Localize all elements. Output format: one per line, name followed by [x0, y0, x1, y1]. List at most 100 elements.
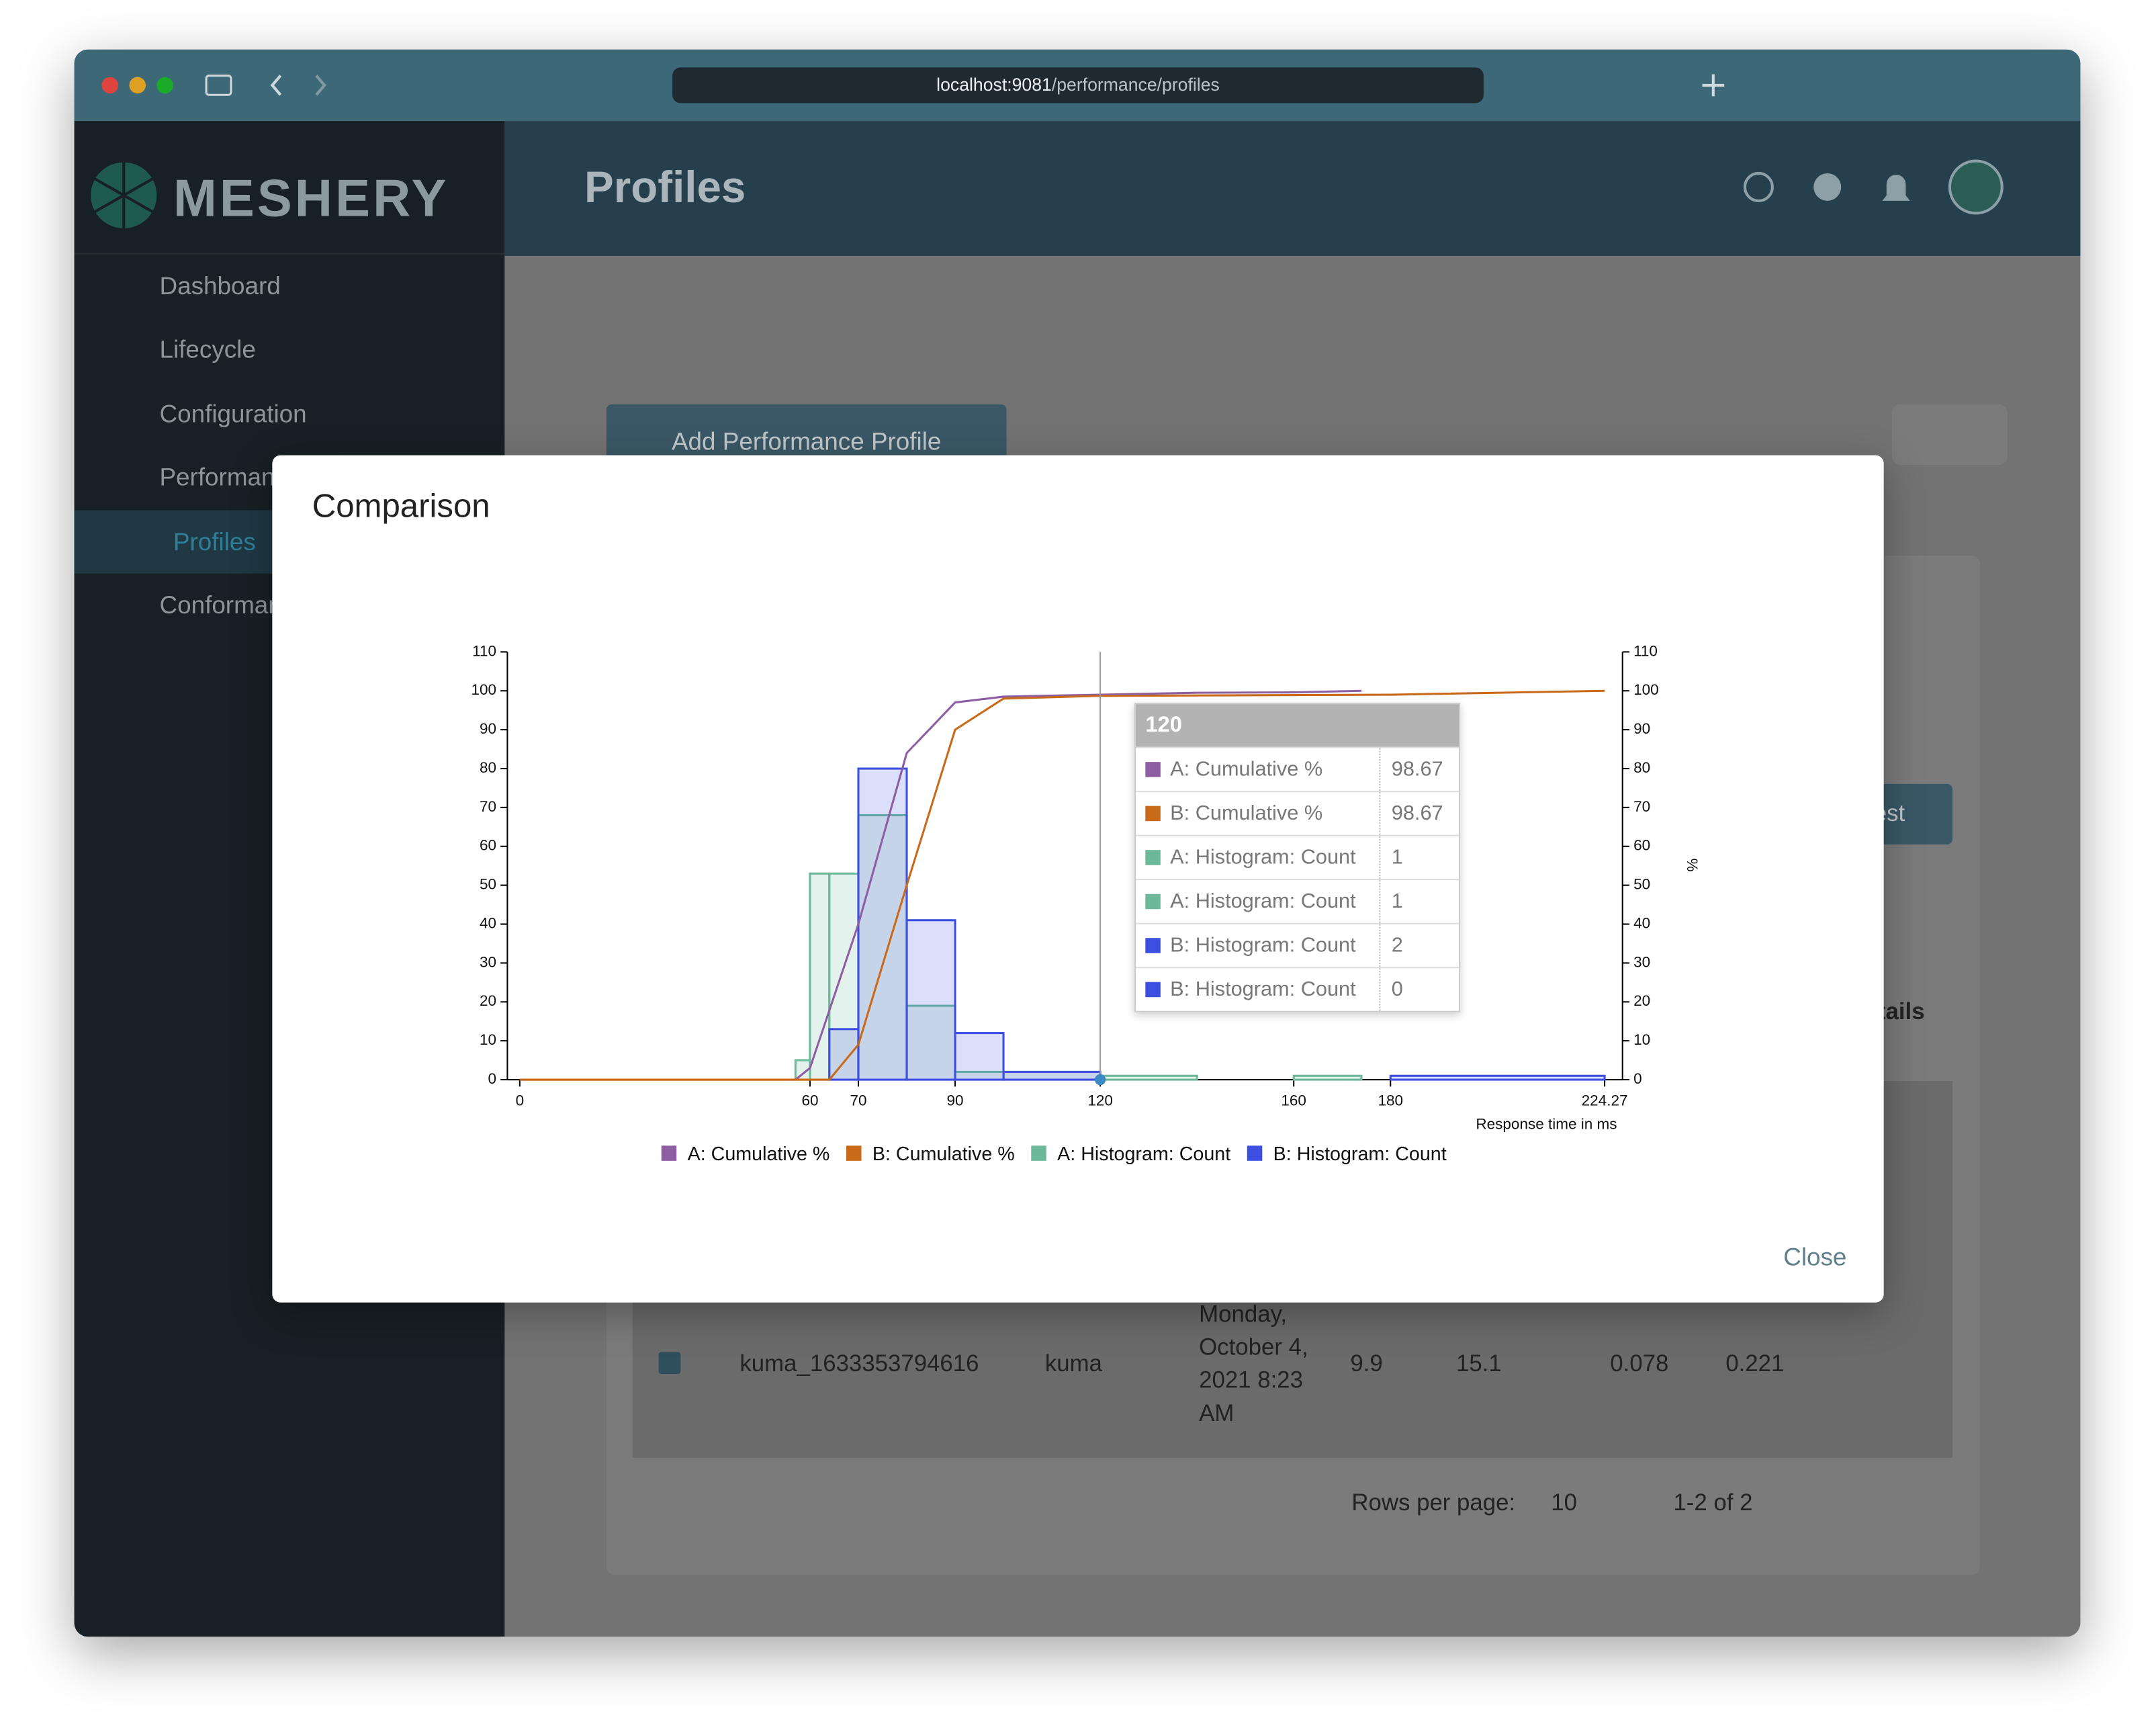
legend-swatch [661, 1145, 677, 1161]
close-dot[interactable] [101, 77, 119, 94]
cell: kuma [1044, 1350, 1102, 1377]
cell: 9.9 [1350, 1350, 1383, 1377]
comparison-dialog: Comparison 0 10 20 30 40 50 60 70 80 90 100 110 0 10 2… [272, 455, 1884, 1303]
legend-label: B: Cumulative % [872, 1143, 1015, 1165]
tooltip-value: 2 [1391, 934, 1403, 957]
tooltip-swatch [1145, 894, 1161, 910]
y2-tick-label: 80 [1633, 759, 1650, 776]
nav-item-active[interactable]: Profiles [173, 528, 256, 556]
legend-label: A: Histogram: Count [1057, 1143, 1230, 1165]
histogram-bar [954, 1032, 1005, 1081]
close-button[interactable]: Close [1783, 1243, 1847, 1271]
cell: Monday, October 4, 2021 8:23 AM [1199, 1301, 1308, 1426]
new-tab[interactable] [1702, 74, 1725, 97]
tooltip: 1 2 0 A: Cumulative % 98.67 B: Cumulative % 98… [1134, 703, 1461, 1012]
x-axis-title: Response time in ms [1476, 1116, 1617, 1133]
max-dot[interactable] [156, 77, 173, 94]
forward[interactable] [315, 75, 326, 96]
x-tick-label: 60 [801, 1092, 818, 1109]
header-icons [1743, 159, 2004, 215]
dialog-title: Comparison [312, 488, 490, 526]
min-dot[interactable] [129, 77, 146, 94]
cumulative-line [519, 689, 1605, 1081]
y2-tick-label: 20 [1633, 992, 1650, 1009]
y-tick-label: 100 [471, 681, 496, 698]
y-tick-label: 50 [480, 876, 496, 893]
y-tick-label: 110 [472, 642, 496, 659]
tooltip-label-text: B: Cumulative % [1170, 801, 1323, 826]
x-tick-label: 180 [1378, 1092, 1403, 1109]
window-controls [101, 74, 1725, 97]
tooltip-row: B: Histogram: Count 2 [1135, 922, 1459, 967]
page-range: 1-2 of 2 [1673, 1489, 1753, 1516]
legend-label: A: Cumulative % [688, 1143, 830, 1165]
sidebar-icon[interactable] [205, 75, 232, 96]
app-header: Profiles [504, 121, 2081, 256]
nav-item[interactable]: Lifecycle [159, 335, 256, 363]
tooltip-row: A: Histogram: Count 1 [1135, 834, 1459, 879]
histogram-bar [828, 1028, 860, 1081]
y2-tick-label: 10 [1633, 1031, 1650, 1048]
nav-item[interactable]: Configuration [159, 400, 307, 428]
x-tick-label: 70 [850, 1092, 866, 1109]
histogram-bar [1099, 1074, 1198, 1081]
tooltip-swatch [1145, 850, 1161, 865]
legend-swatch [1247, 1145, 1263, 1161]
legend-swatch [846, 1145, 862, 1161]
cursor-dot [1094, 1074, 1106, 1086]
tooltip-label: A: Histogram: Count [1136, 836, 1381, 879]
view-toggle[interactable] [1891, 404, 2008, 465]
tooltip-value: 1 [1391, 846, 1403, 869]
histogram-bar [1292, 1074, 1363, 1081]
url-bar[interactable]: localhost:9081/performance/profiles [672, 67, 1484, 103]
y-tick-label: 90 [480, 720, 496, 737]
tooltip-row: A: Cumulative % 98.67 [1135, 746, 1459, 791]
y2-tick-label: 0 [1633, 1070, 1642, 1087]
rows-per-page-label: Rows per page: [1351, 1489, 1516, 1516]
x-tick-label: 160 [1281, 1092, 1306, 1109]
cumulative-line [519, 689, 1362, 1081]
x-tick-label: 224.27 [1582, 1092, 1628, 1109]
legend-swatch [1031, 1145, 1046, 1161]
tooltip-swatch [1145, 938, 1161, 953]
tooltip-label-text: A: Histogram: Count [1170, 846, 1356, 869]
histogram-bar [1002, 1070, 1102, 1081]
url-path: /performance/profiles [1051, 74, 1220, 95]
y-tick-label: 20 [480, 992, 496, 1009]
chart: 0102030405060708090100110010203040506070… [471, 642, 1701, 1165]
tooltip-label-text: A: Cumulative % [1170, 758, 1323, 781]
y-tick-label: 70 [480, 798, 496, 815]
tooltip-label: B: Cumulative % [1136, 792, 1381, 835]
tooltip-swatch [1145, 982, 1161, 998]
y2-tick-label: 50 [1633, 876, 1650, 893]
tooltip-row: B: Histogram: Count 0 [1135, 967, 1459, 1011]
brand: MESHERY [173, 170, 449, 228]
tooltip-swatch [1145, 762, 1161, 777]
cell: 0.078 [1610, 1350, 1669, 1377]
tooltip-row: B: Cumulative % 98.67 [1135, 791, 1459, 835]
tooltip-label: B: Histogram: Count [1136, 968, 1381, 1011]
title-bar: localhost:9081/performance/profiles [74, 49, 2081, 122]
back[interactable] [270, 75, 282, 96]
tooltip-value: 1 [1391, 889, 1403, 914]
tooltip-value: 98.67 [1391, 801, 1443, 826]
y-tick-label: 80 [480, 759, 496, 776]
cell: 0.221 [1725, 1350, 1785, 1377]
cell: kuma_1633353794616 [739, 1350, 979, 1377]
tooltip-row: A: Histogram: Count 1 [1135, 879, 1459, 923]
tooltip-label: A: Histogram: Count [1136, 880, 1381, 923]
cell: 15.1 [1455, 1350, 1502, 1377]
nav-item[interactable]: Dashboard [159, 272, 281, 300]
histogram-bar [809, 872, 831, 1081]
tooltip-label-text: B: Histogram: Count [1170, 934, 1356, 957]
tooltip-value: 0 [1391, 978, 1403, 1002]
tooltip-value: 98.67 [1391, 758, 1443, 781]
rows-per-page-select[interactable]: 10 [1551, 1489, 1577, 1516]
tooltip-label: B: Histogram: Count [1136, 924, 1381, 967]
legend-label: B: Histogram: Count [1273, 1143, 1447, 1165]
y-tick-label: 60 [480, 837, 496, 854]
row-checkbox[interactable] [658, 1352, 681, 1375]
tooltip-label: A: Cumulative % [1136, 748, 1381, 791]
tooltip-label-text: B: Histogram: Count [1170, 978, 1356, 1002]
